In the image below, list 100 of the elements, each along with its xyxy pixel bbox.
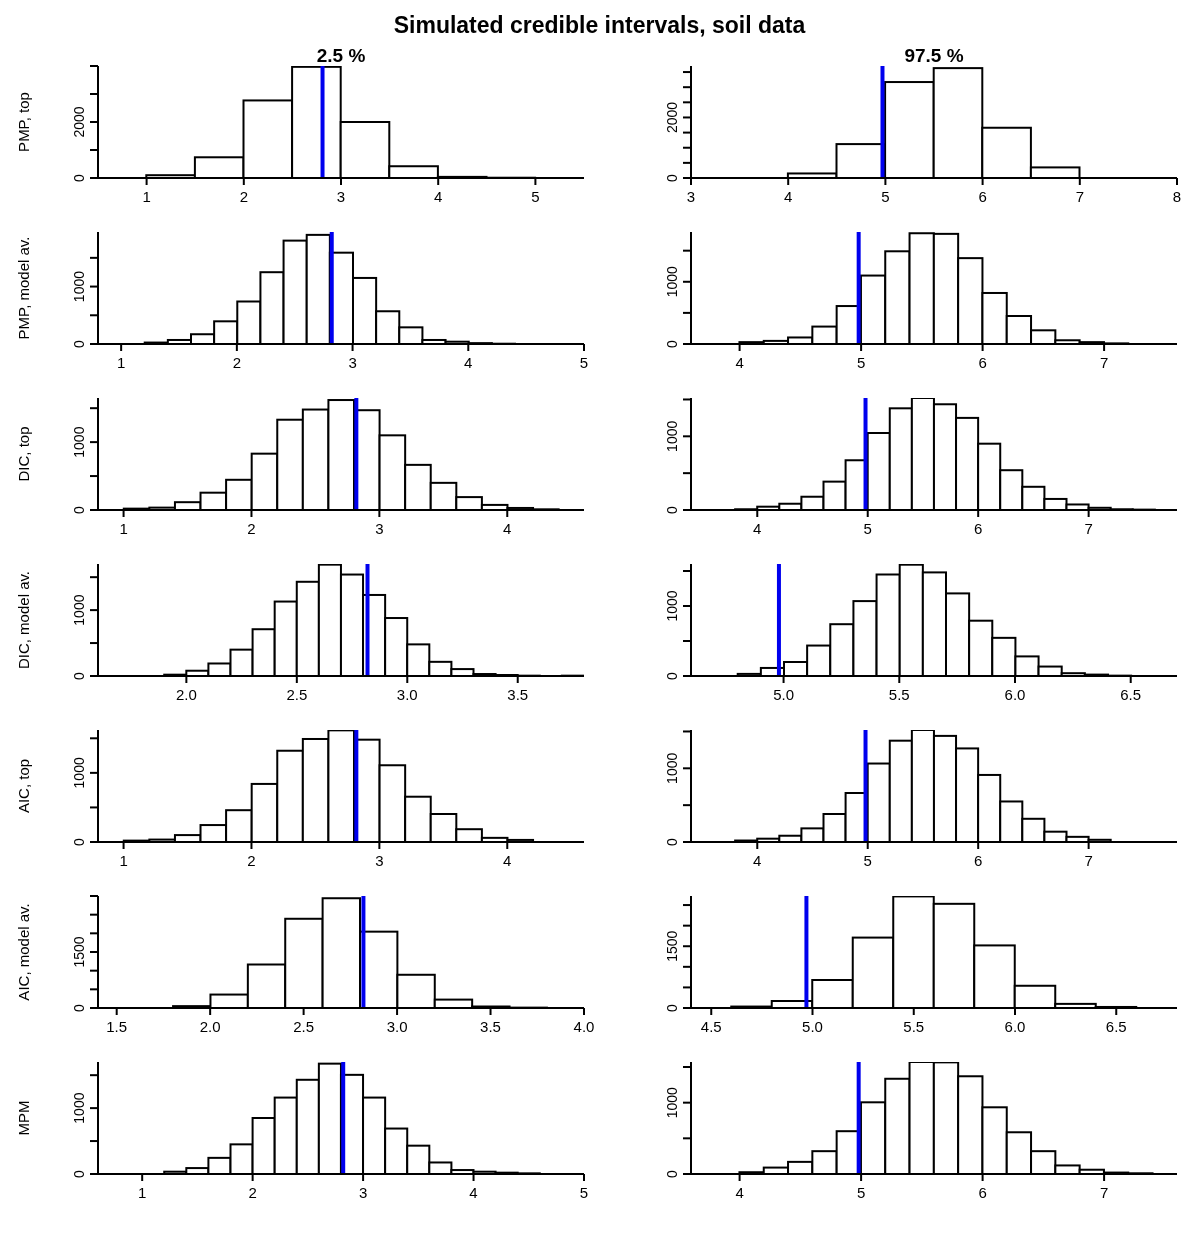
x-tick-label: 1.5 bbox=[106, 1018, 128, 1035]
y-tick-label: 0 bbox=[664, 671, 680, 680]
x-tick-label: 3 bbox=[686, 188, 696, 205]
y-tick-label: 0 bbox=[664, 173, 680, 182]
x-tick-label: 3.0 bbox=[396, 686, 418, 703]
y-tick-label: 1000 bbox=[664, 266, 680, 298]
y-tick-label: 0 bbox=[664, 339, 680, 348]
y-tick-label: 0 bbox=[71, 1003, 87, 1012]
y-axis-title: DIC, top bbox=[15, 426, 33, 482]
y-axis-title: DIC, model av. bbox=[15, 570, 33, 670]
y-tick-label: 1000 bbox=[71, 594, 87, 626]
y-tick-label: 0 bbox=[71, 837, 87, 846]
x-tick-label: 6 bbox=[978, 354, 987, 371]
x-tick-label: 5.5 bbox=[903, 1018, 925, 1035]
y-tick-label: 1000 bbox=[664, 752, 680, 784]
x-tick-label: 5.5 bbox=[888, 686, 910, 703]
y-tick-label: 0 bbox=[664, 505, 680, 514]
y-tick-label: 0 bbox=[71, 173, 87, 182]
x-tick-label: 2 bbox=[232, 354, 242, 371]
x-tick-label: 3 bbox=[375, 520, 384, 537]
x-tick-label: 8 bbox=[1172, 188, 1182, 205]
y-axis-title: MPM bbox=[15, 1100, 33, 1136]
x-tick-label: 5 bbox=[856, 1184, 866, 1201]
x-tick-label: 5 bbox=[856, 354, 866, 371]
y-axis-title: AIC, model av. bbox=[15, 903, 33, 1001]
x-tick-label: 3 bbox=[358, 1184, 368, 1201]
x-tick-label: 3 bbox=[348, 354, 357, 371]
x-tick-label: 3.0 bbox=[386, 1018, 408, 1035]
x-tick-label: 6.0 bbox=[1004, 1018, 1026, 1035]
x-tick-label: 1 bbox=[142, 188, 151, 205]
x-tick-label: 2 bbox=[239, 188, 248, 205]
x-tick-label: 3 bbox=[336, 188, 346, 205]
y-tick-label: 1500 bbox=[71, 936, 87, 968]
x-tick-label: 4 bbox=[464, 354, 473, 371]
y-axis-title: AIC, top bbox=[15, 758, 33, 814]
x-tick-label: 6 bbox=[974, 520, 983, 537]
x-tick-label: 2.5 bbox=[286, 686, 308, 703]
x-tick-label: 4 bbox=[735, 1184, 744, 1201]
x-tick-label: 1 bbox=[119, 520, 128, 537]
y-tick-label: 2000 bbox=[71, 106, 87, 138]
x-tick-label: 7 bbox=[1084, 852, 1093, 869]
y-axis-title: PMP, model av. bbox=[15, 236, 33, 340]
y-tick-label: 1000 bbox=[71, 1092, 87, 1124]
x-tick-label: 7 bbox=[1099, 1184, 1109, 1201]
x-tick-label: 4 bbox=[434, 188, 443, 205]
x-tick-label: 3.5 bbox=[507, 686, 529, 703]
y-tick-label: 1000 bbox=[71, 270, 87, 303]
y-tick-label: 1000 bbox=[664, 590, 680, 622]
x-tick-label: 2.0 bbox=[175, 686, 197, 703]
y-tick-label: 1500 bbox=[664, 930, 680, 962]
y-tick-label: 1000 bbox=[71, 757, 87, 789]
x-tick-label: 4 bbox=[753, 520, 762, 537]
y-tick-label: 0 bbox=[664, 1169, 680, 1178]
x-tick-label: 6 bbox=[978, 1184, 987, 1201]
chart-subtitle: 2.5 % bbox=[315, 45, 367, 66]
x-tick-label: 6 bbox=[974, 852, 983, 869]
x-tick-label: 5 bbox=[579, 1184, 589, 1201]
chart-title: 97.5 % bbox=[903, 45, 965, 66]
x-tick-label: 7 bbox=[1084, 520, 1093, 537]
x-tick-label: 2.5 bbox=[293, 1018, 315, 1035]
x-tick-label: 5 bbox=[863, 852, 872, 869]
y-tick-label: 0 bbox=[71, 1169, 87, 1178]
x-tick-label: 1 bbox=[138, 1184, 147, 1201]
y-tick-label: 0 bbox=[664, 837, 680, 846]
x-tick-label: 5 bbox=[881, 188, 890, 205]
x-tick-label: 6 bbox=[978, 188, 987, 205]
y-tick-label: 1000 bbox=[664, 1086, 680, 1119]
x-tick-label: 7 bbox=[1075, 188, 1084, 205]
x-tick-label: 3.5 bbox=[480, 1018, 501, 1035]
y-tick-label: 1000 bbox=[664, 420, 680, 452]
x-tick-label: 2 bbox=[248, 1184, 257, 1201]
x-tick-label: 4 bbox=[784, 188, 793, 205]
x-tick-label: 2 bbox=[247, 852, 256, 869]
y-tick-label: 2000 bbox=[664, 101, 680, 134]
y-axis-title: PMP, top bbox=[15, 92, 33, 152]
x-tick-label: 5.0 bbox=[773, 686, 794, 703]
y-tick-label: 0 bbox=[71, 671, 87, 680]
x-tick-label: 3 bbox=[375, 852, 384, 869]
x-tick-label: 5 bbox=[579, 354, 589, 371]
x-tick-label: 4.5 bbox=[700, 1018, 722, 1035]
x-tick-label: 6.5 bbox=[1105, 1018, 1127, 1035]
x-tick-label: 5 bbox=[863, 520, 872, 537]
x-tick-label: 4 bbox=[753, 852, 762, 869]
x-tick-label: 1 bbox=[119, 852, 128, 869]
x-tick-label: 4 bbox=[503, 852, 512, 869]
x-tick-label: 6.5 bbox=[1120, 686, 1142, 703]
y-tick-label: 0 bbox=[71, 505, 87, 514]
x-tick-label: 5 bbox=[531, 188, 540, 205]
x-tick-label: 6.0 bbox=[1004, 686, 1026, 703]
x-tick-label: 7 bbox=[1099, 354, 1109, 371]
x-tick-label: 4 bbox=[503, 520, 512, 537]
y-tick-label: 0 bbox=[664, 1003, 680, 1012]
x-tick-label: 4 bbox=[735, 354, 744, 371]
x-tick-label: 5.0 bbox=[802, 1018, 823, 1035]
x-tick-label: 2 bbox=[247, 520, 256, 537]
x-tick-label: 2.0 bbox=[199, 1018, 221, 1035]
y-tick-label: 0 bbox=[71, 339, 87, 348]
x-tick-label: 4 bbox=[469, 1184, 478, 1201]
x-tick-label: 1 bbox=[116, 354, 126, 371]
chart-title: Simulated credible intervals, soil data bbox=[392, 11, 807, 40]
